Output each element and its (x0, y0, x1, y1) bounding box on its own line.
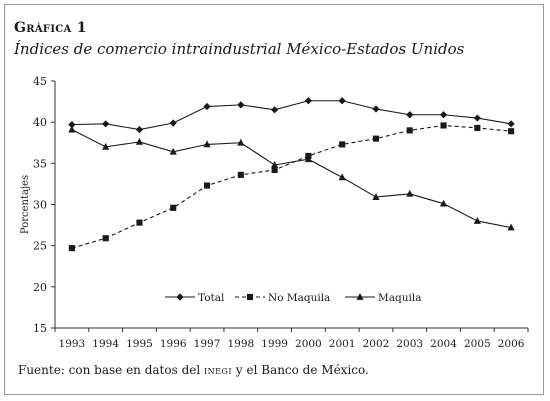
data-point-total (203, 102, 211, 111)
data-point-no-maquila (339, 141, 346, 148)
data-point-no-maquila (136, 219, 143, 226)
data-point-no-maquila (406, 127, 413, 134)
data-point-no-maquila (170, 204, 177, 211)
x-tick-label: 1998 (227, 338, 254, 350)
legend-label-total: Total (198, 292, 225, 304)
data-point-maquila (507, 223, 515, 231)
data-point-maquila (304, 155, 312, 163)
y-tick-label: 20 (33, 281, 47, 294)
data-point-no-maquila (237, 171, 244, 178)
data-point-no-maquila (203, 182, 211, 189)
y-tick-label: 45 (33, 75, 47, 88)
x-tick-label: 2005 (464, 338, 491, 350)
figure-label: Gráfica 1 (14, 20, 87, 36)
data-point-no-maquila (271, 166, 278, 173)
data-point-total (102, 120, 110, 128)
data-point-maquila (169, 147, 177, 155)
y-tick-label: 15 (33, 322, 47, 335)
data-point-maquila (473, 217, 481, 224)
source-org: inegi (204, 363, 233, 377)
data-point-total (135, 125, 144, 134)
data-point-no-maquila (372, 135, 380, 142)
legend-label-no-maquila: No Maquila (268, 292, 330, 304)
data-point-maquila (439, 199, 448, 207)
data-point-no-maquila (474, 124, 481, 131)
y-tick-label: 35 (33, 157, 47, 170)
data-point-total (304, 97, 312, 105)
source-prefix: Fuente: con base en datos del (18, 363, 204, 377)
data-point-total (68, 121, 76, 129)
data-point-maquila (68, 125, 76, 133)
data-point-maquila (237, 138, 245, 146)
legend-marker-no-maquila (246, 293, 254, 301)
legend-marker-maquila (356, 293, 364, 300)
data-point-total (372, 105, 380, 113)
data-point-maquila (271, 161, 279, 168)
source-note: Fuente: con base en datos del inegi y el… (18, 363, 369, 377)
x-tick-label: 1996 (160, 338, 187, 350)
chart-axes: 15 20 25 30 35 40 45 1993 1994 1995 1996 1997 1998 19… (20, 75, 529, 350)
data-point-total (406, 111, 414, 119)
legend-marker-total (176, 293, 184, 301)
chart-title: Índices de comercio intraindustrial Méxi… (14, 40, 465, 58)
legend-label-maquila: Maquila (378, 292, 421, 304)
data-point-total (237, 101, 245, 109)
chart-legend: Total No Maquila Maquila (165, 292, 421, 304)
data-point-no-maquila (102, 235, 109, 242)
data-point-total (169, 119, 177, 127)
x-tick-label: 2004 (430, 338, 457, 350)
x-tick-label: 2003 (396, 338, 423, 350)
data-point-no-maquila (68, 245, 75, 252)
data-point-total (271, 106, 279, 114)
figure-frame (4, 4, 544, 395)
data-point-maquila (338, 173, 346, 181)
x-tick-label: 2006 (498, 338, 525, 350)
data-point-maquila (135, 137, 144, 145)
x-tick-label: 1999 (261, 338, 288, 350)
data-point-total (338, 97, 346, 105)
data-point-maquila (102, 142, 110, 150)
data-point-no-maquila (440, 122, 447, 129)
x-tick-label: 2000 (295, 338, 322, 350)
x-tick-label: 1993 (59, 338, 86, 350)
chart-series (68, 97, 515, 252)
data-point-total (507, 120, 515, 128)
x-tick-label: 2001 (329, 338, 356, 350)
source-suffix: y el Banco de México. (232, 363, 369, 377)
data-point-maquila (203, 140, 211, 148)
series-line-no-maquila (71, 124, 512, 249)
x-tick-label: 1994 (92, 338, 119, 350)
x-tick-label: 1997 (194, 338, 221, 350)
data-point-maquila (372, 193, 380, 200)
data-point-total (473, 114, 481, 122)
series-line-maquila (71, 129, 512, 229)
y-axis-label: Porcentajes (20, 175, 31, 234)
x-tick-label: 1995 (126, 338, 153, 350)
series-line-total (71, 100, 512, 131)
data-point-maquila (406, 189, 414, 197)
y-tick-label: 25 (33, 240, 47, 253)
data-point-total (439, 111, 448, 119)
data-point-no-maquila (508, 128, 515, 135)
y-tick-label: 30 (33, 199, 47, 212)
x-tick-label: 2002 (363, 338, 390, 350)
y-tick-label: 40 (33, 116, 47, 129)
